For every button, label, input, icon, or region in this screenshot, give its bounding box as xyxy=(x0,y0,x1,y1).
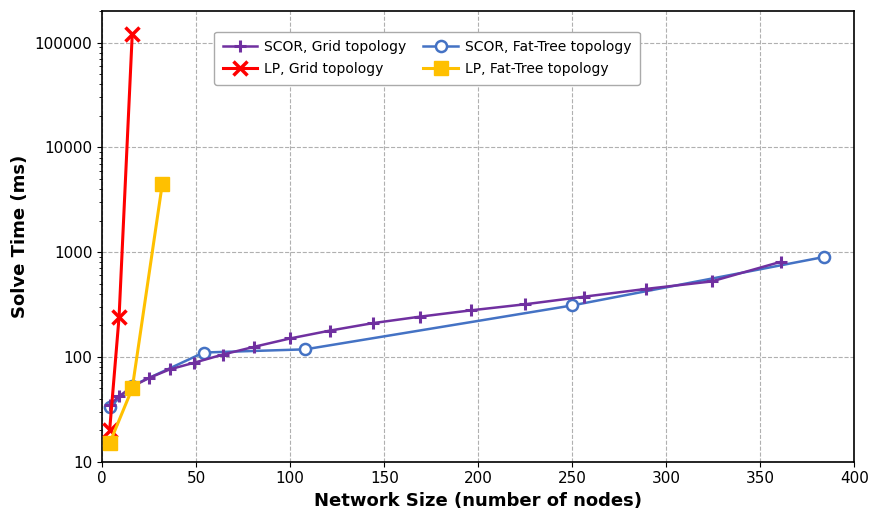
SCOR, Fat-Tree topology xyxy=(819,254,830,260)
SCOR, Grid topology xyxy=(249,343,260,350)
Line: LP, Fat-Tree topology: LP, Fat-Tree topology xyxy=(103,177,169,450)
SCOR, Grid topology xyxy=(217,352,228,358)
Y-axis label: Solve Time (ms): Solve Time (ms) xyxy=(11,155,29,318)
SCOR, Grid topology xyxy=(127,383,137,390)
LP, Grid topology xyxy=(127,31,137,38)
SCOR, Fat-Tree topology xyxy=(300,346,311,353)
SCOR, Grid topology xyxy=(776,258,787,265)
Legend: SCOR, Grid topology, LP, Grid topology, SCOR, Fat-Tree topology, LP, Fat-Tree to: SCOR, Grid topology, LP, Grid topology, … xyxy=(215,32,640,84)
SCOR, Fat-Tree topology xyxy=(105,404,115,411)
SCOR, Fat-Tree topology xyxy=(567,302,577,308)
X-axis label: Network Size (number of nodes): Network Size (number of nodes) xyxy=(314,492,642,510)
SCOR, Grid topology xyxy=(114,393,124,400)
SCOR, Grid topology xyxy=(105,402,115,408)
LP, Grid topology xyxy=(105,427,115,433)
LP, Fat-Tree topology xyxy=(105,440,115,446)
SCOR, Grid topology xyxy=(189,359,200,366)
Line: SCOR, Grid topology: SCOR, Grid topology xyxy=(104,256,787,410)
SCOR, Grid topology xyxy=(143,375,154,381)
SCOR, Grid topology xyxy=(578,294,589,300)
SCOR, Fat-Tree topology xyxy=(127,382,137,389)
Line: SCOR, Fat-Tree topology: SCOR, Fat-Tree topology xyxy=(104,251,830,413)
SCOR, Grid topology xyxy=(368,320,378,326)
LP, Grid topology xyxy=(114,314,124,320)
Line: LP, Grid topology: LP, Grid topology xyxy=(103,28,139,437)
SCOR, Grid topology xyxy=(520,301,531,307)
SCOR, Grid topology xyxy=(707,278,717,284)
SCOR, Fat-Tree topology xyxy=(198,350,209,356)
SCOR, Grid topology xyxy=(414,314,425,320)
SCOR, Grid topology xyxy=(641,286,651,292)
SCOR, Grid topology xyxy=(165,366,175,373)
SCOR, Grid topology xyxy=(325,328,335,334)
SCOR, Grid topology xyxy=(466,307,476,314)
SCOR, Grid topology xyxy=(285,336,296,342)
LP, Fat-Tree topology xyxy=(157,181,167,187)
LP, Fat-Tree topology xyxy=(127,385,137,391)
